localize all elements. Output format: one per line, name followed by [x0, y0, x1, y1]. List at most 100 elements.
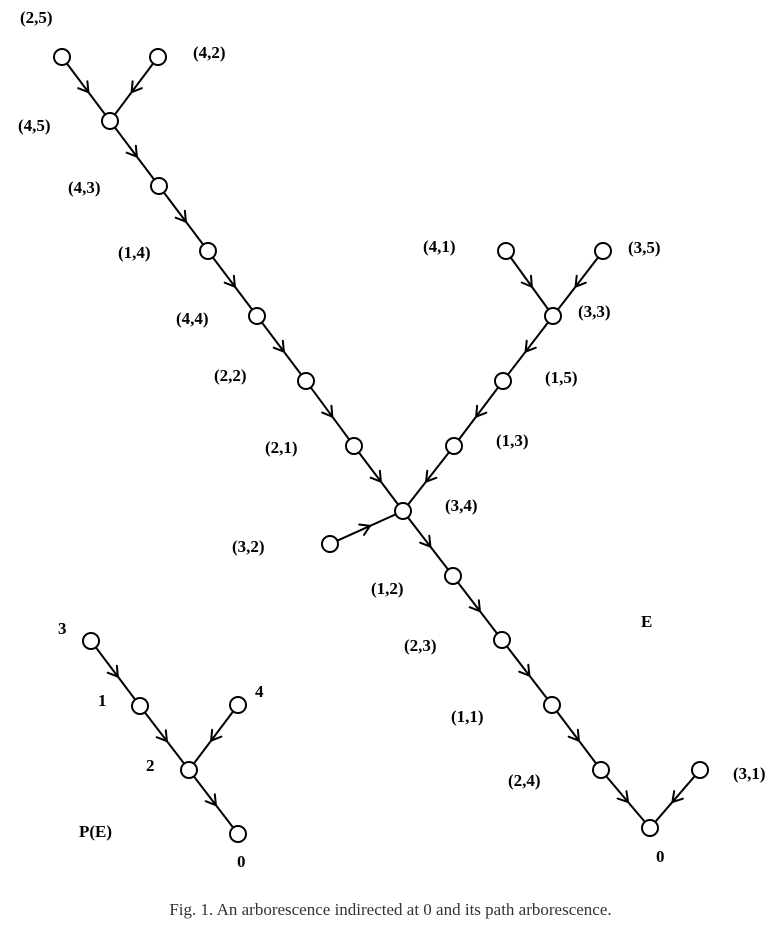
e-node-label-n14: (1,4) [118, 243, 151, 262]
pe-arrowhead-p3-p1 [106, 664, 119, 678]
e-arrowhead-n35-n33 [574, 274, 587, 288]
diagram-label-pe: P(E) [79, 822, 112, 841]
e-node-label-n42: (4,2) [193, 43, 226, 62]
e-node-label-n0: 0 [656, 847, 665, 866]
e-edge-n34-n12 [407, 516, 449, 571]
e-arrowhead-n44-n22 [272, 339, 285, 353]
e-arrowhead-n21-n34 [369, 469, 382, 483]
e-node-n21 [345, 437, 363, 455]
e-arrowhead-n31-n0 [671, 790, 684, 804]
e-node-label-n24: (2,4) [508, 771, 541, 790]
e-node-n13 [445, 437, 463, 455]
e-arrowhead-n23-n11 [518, 663, 531, 677]
e-edge-n14-n44 [212, 256, 253, 311]
e-edge-n23-n11 [506, 645, 548, 700]
e-edge-n24-n0 [605, 775, 646, 823]
e-edge-n15-n13 [458, 386, 499, 441]
e-node-n32 [321, 535, 339, 553]
e-edge-n43-n14 [163, 191, 204, 246]
e-node-label-n23: (2,3) [404, 636, 437, 655]
e-arrowhead-n14-n44 [223, 274, 236, 288]
e-edge-n22-n21 [309, 386, 351, 441]
e-node-label-n35: (3,5) [628, 238, 661, 257]
e-arrowhead-n11-n24 [567, 728, 580, 742]
e-node-label-n11: (1,1) [451, 707, 484, 726]
edges-layer [66, 62, 696, 829]
e-edge-n44-n22 [261, 321, 302, 376]
e-node-label-n32: (3,2) [232, 537, 265, 556]
e-node-n25 [53, 48, 71, 66]
e-node-n31 [691, 761, 709, 779]
e-node-label-n44: (4,4) [176, 309, 209, 328]
pe-node-label-p0: 0 [237, 852, 246, 871]
e-arrowhead-n41-n33 [520, 274, 533, 288]
e-arrowhead-n22-n21 [321, 404, 334, 418]
e-node-n42 [149, 48, 167, 66]
e-arrowhead-n42-n45 [130, 80, 143, 94]
labels-layer: (2,5) (4,2) (4,5) (4,3) (1,4) (4,4) (2,2) (2,1)… [18, 8, 766, 871]
e-node-label-n21: (2,1) [265, 438, 298, 457]
e-node-n14 [199, 242, 217, 260]
e-node-n33 [544, 307, 562, 325]
e-node-label-n34: (3,4) [445, 496, 478, 515]
e-node-n11 [543, 696, 561, 714]
e-arrowhead-n24-n0 [616, 790, 630, 804]
e-edge-n21-n34 [358, 451, 399, 506]
e-node-label-n12: (1,2) [371, 579, 404, 598]
e-node-n22 [297, 372, 315, 390]
e-edge-n41-n33 [509, 256, 550, 311]
e-edge-n42-n45 [114, 62, 154, 116]
e-node-n0 [641, 819, 659, 837]
e-arrowhead-n32-n34 [358, 523, 372, 536]
e-node-n41 [497, 242, 515, 260]
e-node-label-n15: (1,5) [545, 368, 578, 387]
e-arrowhead-n12-n23 [468, 599, 481, 613]
e-edge-n11-n24 [556, 710, 597, 765]
diagram-label-e: E [641, 612, 652, 631]
pe-arrowhead-p4-p2 [210, 728, 223, 742]
e-node-n24 [592, 761, 610, 779]
e-node-n35 [594, 242, 612, 260]
e-node-label-n45: (4,5) [18, 116, 51, 135]
pe-node-label-p2: 2 [146, 756, 155, 775]
e-node-n12 [444, 567, 462, 585]
figure-caption: Fig. 1. An arborescence indirected at 0 … [169, 900, 612, 919]
e-node-label-n25: (2,5) [20, 8, 53, 27]
e-edge-n32-n34 [336, 513, 397, 542]
pe-edge-p1-p2 [144, 711, 185, 765]
e-arrowhead-n33-n15 [524, 339, 537, 353]
e-node-label-n31: (3,1) [733, 764, 766, 783]
e-node-n34 [394, 502, 412, 520]
pe-node-p2 [180, 761, 198, 779]
e-arrowhead-n25-n45 [77, 80, 90, 94]
pe-node-p3 [82, 632, 100, 650]
e-edge-n13-n34 [407, 451, 450, 506]
e-node-label-n41: (4,1) [423, 237, 456, 256]
e-node-label-n22: (2,2) [214, 366, 247, 385]
pe-arrowhead-p1-p2 [155, 729, 168, 743]
pe-arrowhead-p2-p0 [204, 793, 217, 807]
pe-node-p4 [229, 696, 247, 714]
e-edge-n45-n43 [114, 126, 155, 181]
pe-edge-p3-p1 [95, 646, 136, 701]
pe-node-label-p1: 1 [98, 691, 107, 710]
e-edge-n31-n0 [654, 775, 696, 823]
e-node-n23 [493, 631, 511, 649]
e-edge-n35-n33 [557, 256, 599, 311]
e-arrowhead-n43-n14 [174, 209, 187, 223]
nodes-layer [53, 48, 709, 843]
e-node-n43 [150, 177, 168, 195]
e-edge-n12-n23 [457, 581, 498, 635]
e-arrowhead-n45-n43 [125, 144, 138, 158]
e-node-label-n13: (1,3) [496, 431, 529, 450]
pe-node-p1 [131, 697, 149, 715]
e-arrowhead-n34-n12 [419, 534, 432, 548]
e-node-label-n43: (4,3) [68, 178, 101, 197]
e-node-n44 [248, 307, 266, 325]
e-arrowhead-n15-n13 [475, 404, 488, 418]
pe-node-label-p4: 4 [255, 682, 264, 701]
pe-edge-p2-p0 [193, 775, 234, 829]
pe-node-p0 [229, 825, 247, 843]
e-arrowhead-n13-n34 [425, 469, 438, 483]
e-node-n45 [101, 112, 119, 130]
